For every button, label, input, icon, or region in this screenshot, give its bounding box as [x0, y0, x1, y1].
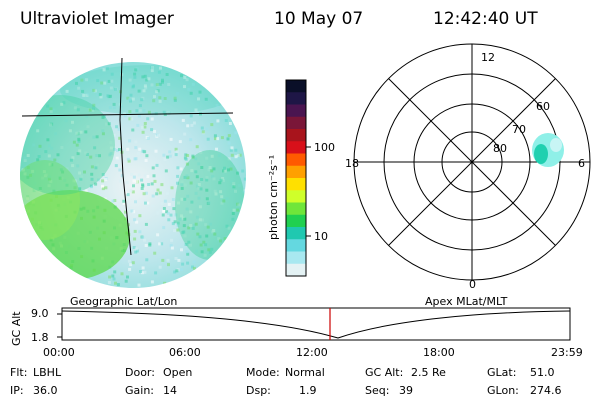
flt-value: LBHL — [33, 366, 62, 379]
glat-key: GLat: — [487, 366, 516, 379]
auroral-patch — [532, 133, 564, 167]
altitude-timeline: GC Alt 9.0 1.8 00:00 06:00 12:00 18:00 2… — [10, 307, 583, 359]
colorbar-cell — [286, 251, 306, 265]
mlt-label-18: 18 — [345, 157, 359, 170]
colorbar-cell — [286, 129, 306, 142]
gcalt-value: 2.5 Re — [411, 366, 446, 379]
gain-value: 14 — [163, 384, 177, 397]
ip-value: 36.0 — [33, 384, 58, 397]
xtick-0000: 00:00 — [43, 346, 75, 359]
xtick-0600: 06:00 — [169, 346, 201, 359]
colorbar-cell — [286, 116, 306, 130]
ytick-9: 9.0 — [31, 307, 49, 320]
colorbar-cell — [286, 92, 306, 106]
flt-key: Flt: — [10, 366, 27, 379]
latitude-gridline — [21, 112, 234, 117]
time-label: 12:42:40 UT — [433, 9, 538, 29]
timeline-ylabel: GC Alt — [10, 311, 23, 346]
status-row-2: IP: 36.0 Gain: 14 Dsp: 1.9 Seq: 39 GLon:… — [10, 384, 562, 397]
dsp-value: 1.9 — [299, 384, 317, 397]
colorbar-cell — [286, 80, 306, 93]
colorbar-cell — [286, 263, 306, 277]
colorbar-cell — [286, 214, 306, 228]
mode-key: Mode: — [246, 366, 280, 379]
colorbar-tick-10: 10 — [314, 230, 328, 243]
door-key: Door: — [125, 366, 155, 379]
dsp-key: Dsp: — [246, 384, 271, 397]
mlt-label-6: 6 — [578, 157, 585, 170]
color-bar: 100 10 photon cm⁻²s⁻¹ — [267, 79, 335, 277]
colorbar-cell — [286, 104, 306, 118]
mlt-label-12: 12 — [481, 51, 495, 64]
gain-key: Gain: — [125, 384, 154, 397]
mlat-label-80: 80 — [493, 142, 507, 155]
glon-value: 274.6 — [530, 384, 562, 397]
colorbar-cell — [286, 239, 306, 253]
instrument-title: Ultraviolet Imager — [20, 9, 174, 29]
colorbar-cell — [286, 165, 306, 179]
date-label: 10 May 07 — [274, 9, 363, 29]
colorbar-cell — [286, 190, 306, 204]
apex-label: Apex MLat/MLT — [425, 295, 508, 308]
seq-value: 39 — [399, 384, 413, 397]
mlat-label-60: 60 — [536, 100, 550, 113]
glat-value: 51.0 — [530, 366, 555, 379]
colorbar-cell — [286, 153, 306, 167]
glon-key: GLon: — [487, 384, 519, 397]
door-value: Open — [163, 366, 192, 379]
altitude-curve — [61, 310, 571, 339]
colorbar-unit-label: photon cm⁻²s⁻¹ — [267, 155, 280, 240]
xtick-1800: 18:00 — [423, 346, 455, 359]
longitude-gridline — [119, 57, 132, 256]
ytick-1-8: 1.8 — [31, 331, 49, 344]
colorbar-cell — [286, 202, 306, 216]
xtick-2359: 23:59 — [551, 346, 583, 359]
colorbar-cell — [286, 227, 306, 240]
xtick-1200: 12:00 — [296, 346, 328, 359]
mlt-label-0: 0 — [469, 278, 476, 291]
gcalt-key: GC Alt: — [365, 366, 403, 379]
colorbar-cell — [286, 178, 306, 191]
status-row-1: Flt: LBHL Door: Open Mode: Normal GC Alt… — [10, 366, 555, 379]
mode-value: Normal — [285, 366, 325, 379]
geographic-label: Geographic Lat/Lon — [70, 295, 177, 308]
seq-key: Seq: — [365, 384, 389, 397]
ip-key: IP: — [10, 384, 24, 397]
colorbar-tick-100: 100 — [314, 141, 335, 154]
earth-image — [20, 57, 246, 288]
colorbar-cell — [286, 141, 306, 155]
mlat-label-70: 70 — [512, 123, 526, 136]
polar-plot: 12 0 18 6 60 70 80 — [345, 43, 591, 291]
